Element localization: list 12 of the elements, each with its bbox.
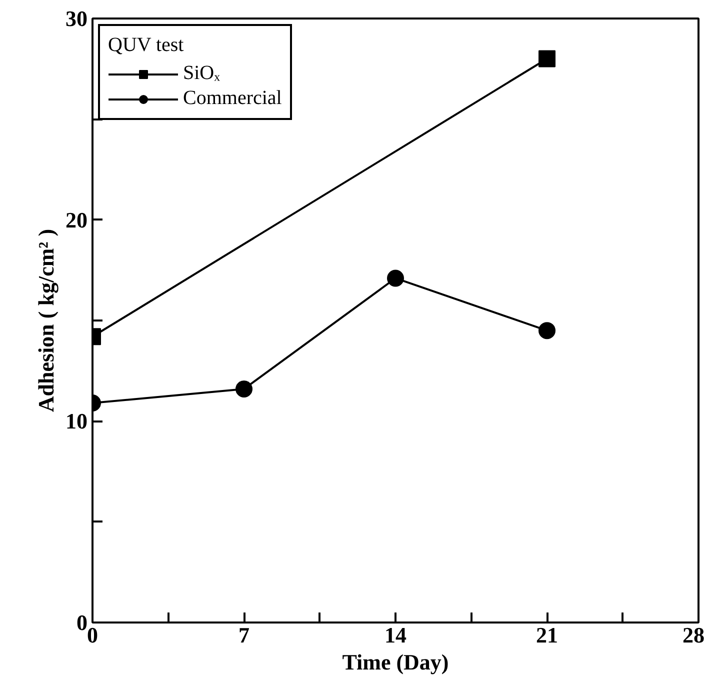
- x-tick-label: 28: [682, 622, 704, 648]
- y-tick-label: 30: [66, 6, 88, 31]
- x-tick-label: 14: [384, 622, 406, 648]
- y-axis-title: Adhesion ( kg/cm² ): [34, 228, 58, 412]
- x-tick-label: 7: [238, 622, 250, 648]
- legend-title: QUV test: [108, 34, 185, 57]
- legend-label: Commercial: [183, 87, 282, 110]
- y-tick-label: 20: [66, 207, 88, 232]
- y-tick-label: 10: [66, 408, 88, 434]
- x-tick-label: 21: [536, 622, 558, 648]
- x-axis-title: Time (Day): [342, 650, 449, 674]
- legend-label: SiOₓ: [183, 62, 220, 85]
